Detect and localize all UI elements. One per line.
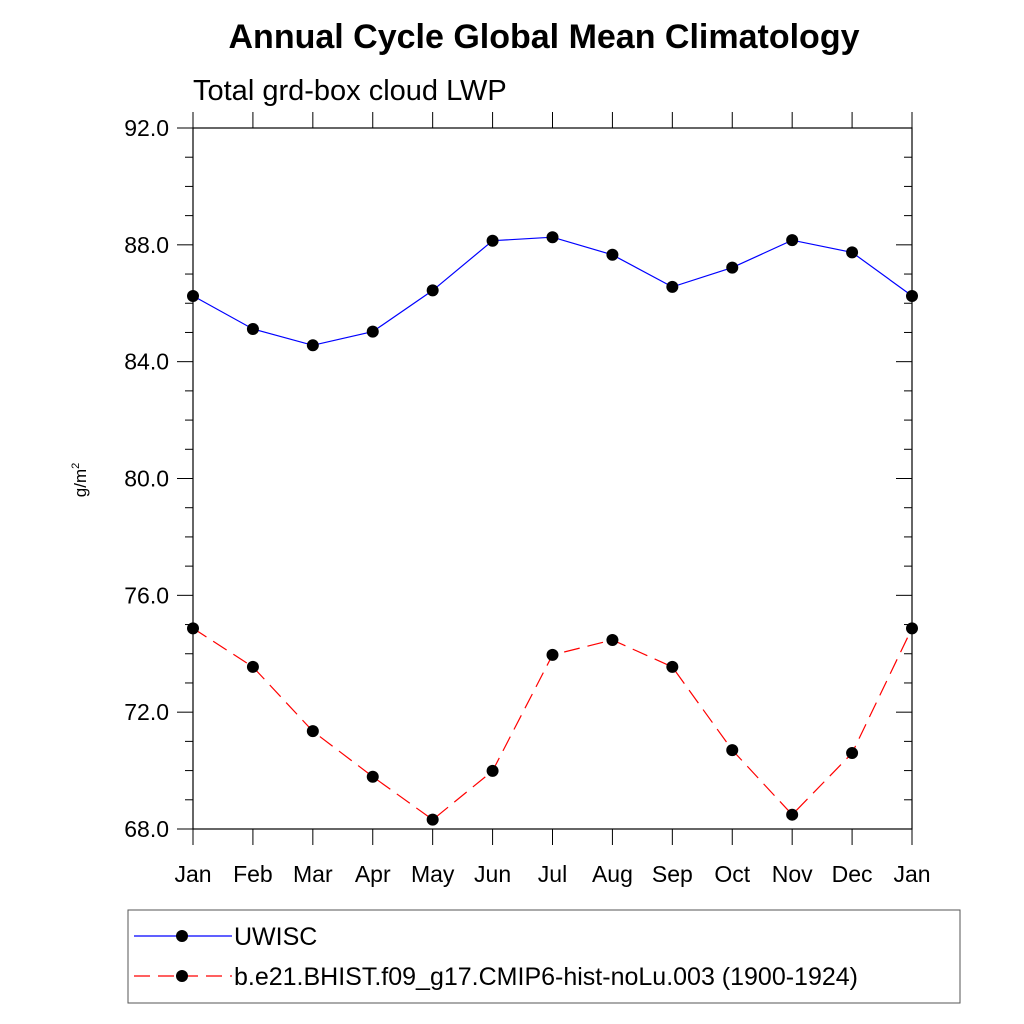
data-point: [187, 289, 199, 302]
data-point: [426, 813, 439, 826]
y-axis-label: g/m2: [70, 463, 90, 497]
y-tick-label: 68.0: [124, 816, 169, 842]
x-tick-label: Oct: [714, 861, 750, 887]
x-tick-label: Nov: [772, 861, 813, 887]
x-tick-label: Mar: [293, 861, 333, 887]
y-tick-label: 72.0: [124, 699, 169, 725]
axis-ticks: [177, 112, 913, 845]
x-tick-label: Apr: [355, 861, 391, 887]
x-tick-label: Aug: [592, 861, 633, 887]
series-2: [187, 622, 918, 826]
y-axis-label-superscript: 2: [70, 463, 82, 469]
legend-box: [127, 909, 961, 1004]
series-layer: [187, 231, 918, 826]
data-point: [906, 622, 918, 635]
x-tick-label: Jul: [538, 861, 567, 887]
data-point: [906, 289, 918, 302]
data-point: [306, 339, 319, 352]
y-tick-label: 84.0: [124, 349, 169, 375]
x-tick-label: Jan: [893, 861, 930, 887]
data-point: [726, 744, 739, 757]
x-tick-label: Sep: [652, 861, 693, 887]
x-tick-label: Jan: [174, 861, 211, 887]
legend-entry: UWISC: [234, 923, 317, 951]
y-axis-tick-labels: 68.0 72.0 76.0 80.0 84.0 88.0 92.0: [124, 115, 169, 842]
y-tick-label: 92.0: [124, 115, 169, 141]
y-tick-label: 88.0: [124, 232, 169, 258]
data-point: [846, 246, 859, 259]
chart-title: Annual Cycle Global Mean Climatology: [229, 18, 860, 56]
data-point: [606, 634, 619, 647]
data-point: [366, 325, 379, 338]
data-point: [426, 284, 439, 297]
legend-entry: b.e21.BHIST.f09_g17.CMIP6-hist-noLu.003 …: [234, 963, 858, 991]
x-axis-tick-labels: Jan Feb Mar Apr May Jun Jul Aug Sep Oct Nov Dec Jan: [174, 861, 930, 887]
data-point: [246, 322, 259, 335]
x-tick-label: Dec: [832, 861, 873, 887]
legend: UWISC b.e21.BHIST.f09_g17.CMIP6-hist-noLu…: [127, 909, 961, 1004]
data-point: [666, 280, 679, 293]
legend-marker: [176, 970, 188, 982]
data-point: [606, 248, 619, 261]
y-axis-label-unit: g/m: [71, 469, 90, 497]
data-point: [846, 747, 859, 760]
data-point: [666, 660, 679, 673]
data-point: [486, 234, 499, 247]
data-point: [546, 648, 559, 661]
data-point: [546, 231, 559, 244]
chart-subtitle: Total grd-box cloud LWP: [193, 75, 507, 107]
x-tick-label: Jun: [474, 861, 511, 887]
data-point: [486, 764, 499, 777]
y-tick-label: 76.0: [124, 582, 169, 608]
data-point: [246, 660, 259, 673]
data-point: [786, 808, 799, 821]
data-point: [726, 261, 739, 274]
legend-marker: [176, 930, 188, 942]
x-tick-label: Feb: [233, 861, 273, 887]
series-line: [192, 236, 913, 346]
data-point: [306, 725, 319, 738]
data-point: [187, 622, 199, 635]
y-tick-label: 80.0: [124, 466, 169, 492]
series-1: [187, 231, 918, 352]
x-tick-label: May: [411, 861, 455, 887]
data-point: [366, 770, 379, 783]
data-point: [786, 234, 799, 247]
